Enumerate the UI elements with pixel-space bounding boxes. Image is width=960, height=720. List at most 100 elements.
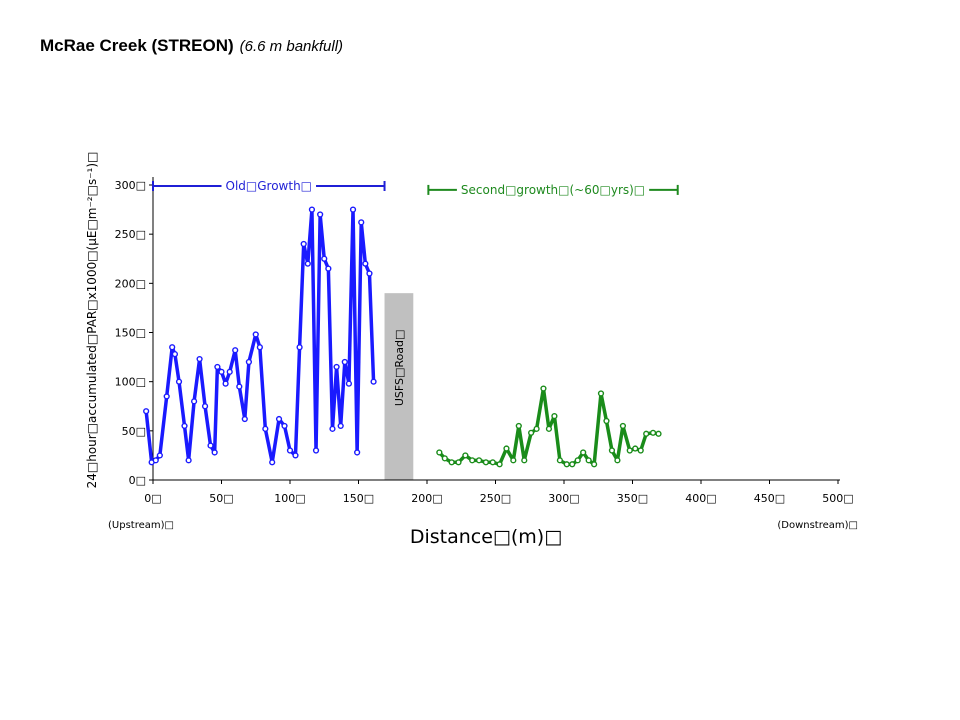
data-point bbox=[608, 447, 616, 454]
road-layer: USFS□Road□ bbox=[384, 293, 414, 480]
series-layer bbox=[143, 206, 662, 468]
y-tick-label: 50□ bbox=[122, 425, 146, 438]
data-point bbox=[441, 455, 448, 462]
data-point bbox=[362, 260, 369, 267]
data-point bbox=[292, 452, 299, 459]
x-tick-label: 450□ bbox=[754, 492, 785, 505]
data-point bbox=[207, 442, 214, 449]
data-point bbox=[591, 461, 598, 468]
data-point bbox=[191, 398, 198, 405]
x-tick-label: 150□ bbox=[343, 492, 374, 505]
data-point bbox=[510, 457, 517, 464]
data-point bbox=[281, 422, 288, 430]
data-point bbox=[341, 358, 348, 366]
road-label: USFS□Road□ bbox=[393, 330, 406, 407]
data-point bbox=[556, 457, 563, 464]
axes-layer: 0□ 50□ 100□ 150□ 200□ 250□ 300□ 0□ 50□ 100□ 150□ 20… bbox=[115, 177, 854, 505]
data-point bbox=[175, 378, 183, 385]
data-point bbox=[349, 206, 357, 213]
data-point bbox=[521, 457, 528, 464]
y-tick-label: 150□ bbox=[115, 327, 146, 340]
data-point bbox=[563, 461, 570, 468]
data-point bbox=[317, 211, 324, 218]
series-line-1 bbox=[144, 207, 376, 465]
y-tick-label: 200□ bbox=[115, 277, 146, 290]
data-point bbox=[603, 417, 610, 425]
data-point bbox=[643, 430, 650, 437]
x-tick-label: 300□ bbox=[548, 492, 579, 505]
x-tick-label: 100□ bbox=[274, 492, 305, 505]
data-point bbox=[152, 457, 159, 464]
data-point bbox=[226, 368, 233, 375]
data-point bbox=[574, 457, 581, 464]
data-point bbox=[245, 358, 253, 366]
data-point bbox=[232, 347, 239, 354]
data-point bbox=[269, 459, 276, 466]
data-point bbox=[528, 429, 535, 436]
y-tick-label: 100□ bbox=[115, 376, 146, 389]
data-point bbox=[649, 429, 657, 436]
data-point bbox=[304, 260, 311, 267]
data-point bbox=[482, 459, 490, 466]
data-point bbox=[366, 270, 373, 277]
data-point bbox=[214, 363, 221, 371]
data-point bbox=[345, 380, 353, 387]
data-point bbox=[256, 344, 263, 351]
data-point bbox=[358, 219, 365, 226]
range-label: Old□Growth□ bbox=[226, 179, 313, 193]
data-point bbox=[196, 355, 203, 363]
data-point bbox=[171, 351, 179, 358]
data-point bbox=[300, 240, 307, 248]
data-point bbox=[545, 425, 553, 432]
range-bars-layer: Old□Growth□ Second□growth□(~60□yrs)□ bbox=[152, 179, 679, 197]
chart-title: McRae Creek (STREON) (6.6 m bankfull) bbox=[40, 36, 343, 56]
data-point bbox=[469, 457, 476, 464]
range-label: Second□growth□(~60□yrs)□ bbox=[461, 183, 645, 197]
data-point bbox=[370, 378, 377, 385]
data-point bbox=[156, 452, 163, 459]
x-tick-label: 200□ bbox=[411, 492, 442, 505]
data-point bbox=[551, 412, 558, 420]
data-point bbox=[540, 385, 547, 392]
data-point bbox=[455, 459, 462, 466]
data-point bbox=[496, 461, 503, 468]
data-point bbox=[325, 265, 332, 272]
y-tick-label: 0□ bbox=[129, 474, 146, 487]
road-band bbox=[384, 293, 414, 480]
data-point bbox=[614, 457, 621, 464]
x-tick-label: 50□ bbox=[209, 492, 233, 505]
data-point bbox=[585, 457, 592, 464]
x-tick-label: 350□ bbox=[617, 492, 648, 505]
data-point bbox=[637, 447, 644, 454]
data-point bbox=[296, 344, 303, 351]
data-point bbox=[354, 449, 361, 456]
axis-labels-layer: 24□hour□accumulated□PAR□x1000□(μE□m⁻²□s⁻… bbox=[85, 152, 858, 548]
data-point bbox=[321, 255, 328, 262]
x-tick-label: 250□ bbox=[480, 492, 511, 505]
data-point bbox=[329, 425, 336, 432]
data-point bbox=[462, 452, 469, 459]
data-point bbox=[515, 422, 522, 430]
data-point bbox=[655, 430, 662, 437]
data-point bbox=[185, 457, 192, 464]
data-point bbox=[533, 425, 540, 432]
data-point bbox=[580, 449, 587, 456]
chart-title-main: McRae Creek (STREON) bbox=[40, 36, 234, 55]
y-axis-label: 24□hour□accumulated□PAR□x1000□(μE□m⁻²□s⁻… bbox=[85, 152, 99, 489]
data-point bbox=[218, 368, 225, 375]
x-axis-downstream-label: (Downstream)□ bbox=[777, 520, 858, 531]
x-tick-label: 0□ bbox=[144, 492, 161, 505]
data-point bbox=[597, 390, 605, 397]
data-point bbox=[312, 447, 320, 454]
data-point bbox=[619, 422, 627, 430]
data-point bbox=[337, 422, 344, 430]
data-point bbox=[275, 415, 283, 423]
data-point bbox=[489, 459, 496, 466]
data-point bbox=[333, 363, 340, 371]
data-point bbox=[503, 445, 510, 452]
data-point bbox=[252, 331, 259, 338]
data-point bbox=[211, 449, 218, 456]
data-point bbox=[222, 380, 229, 387]
data-point bbox=[436, 449, 443, 456]
